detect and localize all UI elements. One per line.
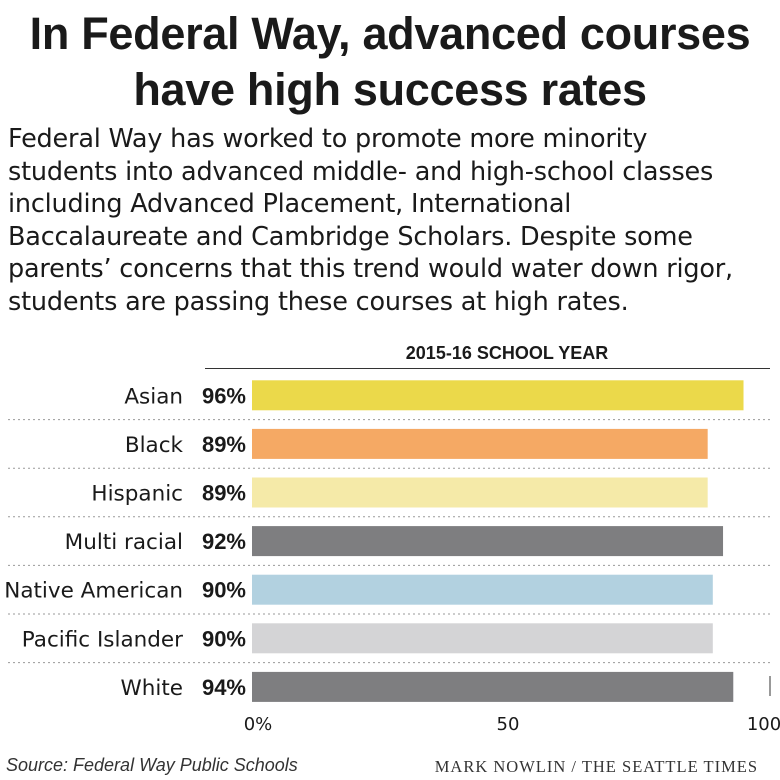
chart-description: Federal Way has worked to promote more m… bbox=[8, 123, 774, 318]
bar bbox=[252, 526, 724, 557]
description-line-6: students are passing these courses at hi… bbox=[8, 286, 629, 317]
description-line-4: Baccalaureate and Cambridge Scholars. De… bbox=[8, 221, 693, 252]
chart-header: 2015-16 SCHOOL YEAR bbox=[405, 343, 609, 363]
category-label: Native American bbox=[4, 579, 183, 604]
bar bbox=[252, 623, 713, 654]
bar bbox=[252, 574, 713, 605]
value-label: 90% bbox=[202, 578, 246, 603]
value-label: 89% bbox=[202, 481, 246, 506]
bar-chart: Asian 96% Black 89% Hispanic 89% Multi racial 9… bbox=[4, 380, 780, 735]
tick-label: 100 bbox=[747, 714, 780, 735]
category-label: White bbox=[120, 676, 183, 701]
category-label: Pacific Islander bbox=[22, 627, 183, 652]
bar bbox=[252, 380, 744, 411]
tick-label: 50 bbox=[497, 714, 520, 735]
bar bbox=[252, 671, 734, 702]
header-rule bbox=[205, 368, 770, 369]
category-label: Multi racial bbox=[65, 530, 183, 555]
value-label: 96% bbox=[202, 383, 246, 408]
value-label: 92% bbox=[202, 529, 246, 554]
value-label: 90% bbox=[202, 626, 246, 651]
description-line-5: parents’ concerns that this trend would … bbox=[8, 254, 733, 284]
title-line-1: In Federal Way, advanced courses bbox=[29, 8, 751, 59]
value-label: 94% bbox=[202, 675, 246, 700]
value-label: 89% bbox=[202, 432, 246, 457]
category-label: Black bbox=[125, 433, 184, 458]
category-label: Asian bbox=[124, 384, 183, 409]
description-line-2: students into advanced middle- and high-… bbox=[8, 156, 714, 187]
title-line-2: have high success rates bbox=[133, 64, 647, 115]
description-line-3: including Advanced Placement, Internatio… bbox=[8, 189, 572, 219]
bar bbox=[252, 477, 708, 508]
tick-label: 0% bbox=[244, 714, 273, 735]
bar bbox=[252, 428, 708, 459]
description-line-1: Federal Way has worked to promote more m… bbox=[8, 124, 648, 154]
chart-title: In Federal Way, advanced courses have hi… bbox=[0, 6, 780, 118]
credit-line: MARK NOWLIN / THE SEATTLE TIMES bbox=[434, 757, 758, 776]
source-note: Source: Federal Way Public Schools bbox=[6, 755, 298, 775]
category-label: Hispanic bbox=[91, 482, 183, 507]
